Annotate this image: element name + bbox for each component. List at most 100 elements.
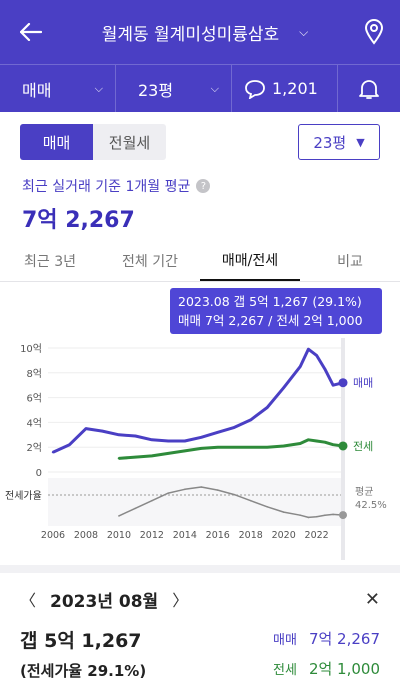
location-button[interactable] xyxy=(348,19,400,45)
prev-month-button[interactable]: 〈 xyxy=(20,591,37,610)
data-point xyxy=(331,384,335,387)
chart-tooltip: 2023.08 갭 5억 1,267 (29.1%) 매매 7억 2,267 /… xyxy=(170,288,382,334)
data-point xyxy=(324,514,326,516)
tab-sale-jeonse[interactable]: 매매/전세 xyxy=(200,240,300,281)
detail-month: 2023년 08월 xyxy=(50,591,159,612)
toggle-sale[interactable]: 매매 xyxy=(20,124,93,160)
y-tick-label: 8억 xyxy=(26,368,42,380)
data-point xyxy=(282,444,285,448)
ratio-average-value: 42.5% xyxy=(355,500,387,511)
data-point xyxy=(323,367,327,371)
ratio-marker xyxy=(339,511,347,520)
data-point xyxy=(307,348,310,351)
chevron-down-icon: ⌵ xyxy=(94,81,103,95)
chevron-down-icon: ⌵ xyxy=(210,81,219,95)
tooltip-line2: 매매 7억 2,267 / 전세 2억 1,000 xyxy=(178,313,363,328)
data-point xyxy=(150,454,154,458)
back-arrow-icon xyxy=(20,23,42,41)
top-header: 월계동 월계미성미륭삼호 ⌵ xyxy=(0,0,400,64)
y-tick-label: 10억 xyxy=(20,343,42,355)
price-chart[interactable]: 10억 8억 6억 4억 2억 0 전세가율 2006 2008 2010 2012 2014 2016… xyxy=(0,286,400,562)
deal-type-dropdown[interactable]: 매매 ⌵ xyxy=(0,65,116,112)
sale-marker xyxy=(338,378,348,388)
comments-button[interactable]: 1,201 xyxy=(232,65,338,112)
data-point xyxy=(117,433,121,436)
sale-line xyxy=(52,347,344,454)
detail-header: 〈 2023년 08월 〉 ✕ xyxy=(20,585,380,613)
y-tick-label: 0 xyxy=(36,468,42,479)
size-select-label: 23평 xyxy=(313,133,347,152)
data-point xyxy=(307,516,310,519)
sale-value: 7억 2,267 xyxy=(308,630,380,648)
data-point xyxy=(249,446,252,449)
data-point xyxy=(307,438,310,441)
y-tick-label: 2억 xyxy=(26,442,42,454)
x-tick-label: 2016 xyxy=(206,530,230,541)
data-point xyxy=(266,406,269,409)
size-select[interactable]: 23평 ▼ xyxy=(298,124,380,160)
bell-icon xyxy=(359,79,379,99)
tab-compare[interactable]: 비교 xyxy=(337,253,363,270)
data-point xyxy=(167,439,170,443)
next-month-button[interactable]: 〉 xyxy=(172,591,189,610)
filter-bar: 매매 ⌵ 23평 ⌵ 1,201 xyxy=(0,64,400,112)
average-label: 최근 실거래 기준 1개월 평균 ? xyxy=(22,176,211,196)
data-point xyxy=(150,438,154,441)
data-point xyxy=(200,486,203,488)
data-point xyxy=(134,434,137,438)
data-point xyxy=(315,515,318,518)
data-point xyxy=(315,354,318,357)
y-tick-label: 4억 xyxy=(26,417,42,429)
tab-recent-3y[interactable]: 최근 3년 xyxy=(24,253,76,270)
data-point xyxy=(298,365,302,368)
data-point xyxy=(266,506,269,508)
data-point xyxy=(118,515,120,517)
complex-selector[interactable]: 월계동 월계미성미륭삼호 ⌵ xyxy=(62,20,348,45)
close-icon[interactable]: ✕ xyxy=(364,588,380,610)
ratio-axis-label: 전세가율 xyxy=(5,490,42,502)
data-point xyxy=(332,513,334,516)
size-label: 23평 xyxy=(138,80,174,100)
chevron-down-icon: ⌵ xyxy=(299,24,309,39)
sale-label: 매매 xyxy=(273,633,297,648)
jeonse-value: 2억 1,000 xyxy=(308,660,380,678)
data-point xyxy=(299,514,301,516)
data-point xyxy=(134,507,137,510)
data-point xyxy=(183,439,187,443)
x-tick-label: 2012 xyxy=(140,530,164,541)
x-tick-label: 2014 xyxy=(173,530,197,541)
data-point xyxy=(216,489,219,491)
map-pin-icon xyxy=(364,19,384,45)
data-point xyxy=(51,450,55,454)
help-icon[interactable]: ? xyxy=(196,179,211,193)
back-button[interactable] xyxy=(0,0,62,64)
gap-value: 갭 5억 1,267 xyxy=(20,630,142,652)
jeonse-label: 전세 xyxy=(273,663,297,678)
comment-count: 1,201 xyxy=(272,79,318,98)
data-point xyxy=(266,446,269,449)
caret-down-icon: ▼ xyxy=(356,135,365,149)
jeonse-ratio: (전세가율 29.1%) xyxy=(20,662,147,680)
data-point xyxy=(249,418,252,422)
period-tabs: 최근 3년 전체 기간 매매/전세 비교 xyxy=(0,240,400,282)
tab-all-period[interactable]: 전체 기간 xyxy=(122,253,178,270)
data-point xyxy=(200,447,203,450)
sale-price-row: 매매 7억 2,267 xyxy=(273,628,380,649)
ratio-band xyxy=(48,478,345,526)
data-point xyxy=(117,457,121,460)
data-point xyxy=(183,449,187,453)
toggle-jeonse-monthly[interactable]: 전월세 xyxy=(108,133,151,152)
x-tick-label: 2018 xyxy=(239,530,263,541)
data-point xyxy=(184,488,186,491)
x-tick-label: 2006 xyxy=(41,530,65,541)
notification-button[interactable] xyxy=(338,65,400,112)
average-label-text: 최근 실거래 기준 1개월 평균 xyxy=(22,179,191,195)
x-tick-label: 2020 xyxy=(272,530,296,541)
size-dropdown[interactable]: 23평 ⌵ xyxy=(116,65,232,112)
data-point xyxy=(315,439,318,443)
data-point xyxy=(167,492,170,494)
data-point xyxy=(68,443,71,446)
data-point xyxy=(200,436,203,439)
data-point xyxy=(151,499,153,502)
speech-bubble-icon xyxy=(245,79,265,99)
